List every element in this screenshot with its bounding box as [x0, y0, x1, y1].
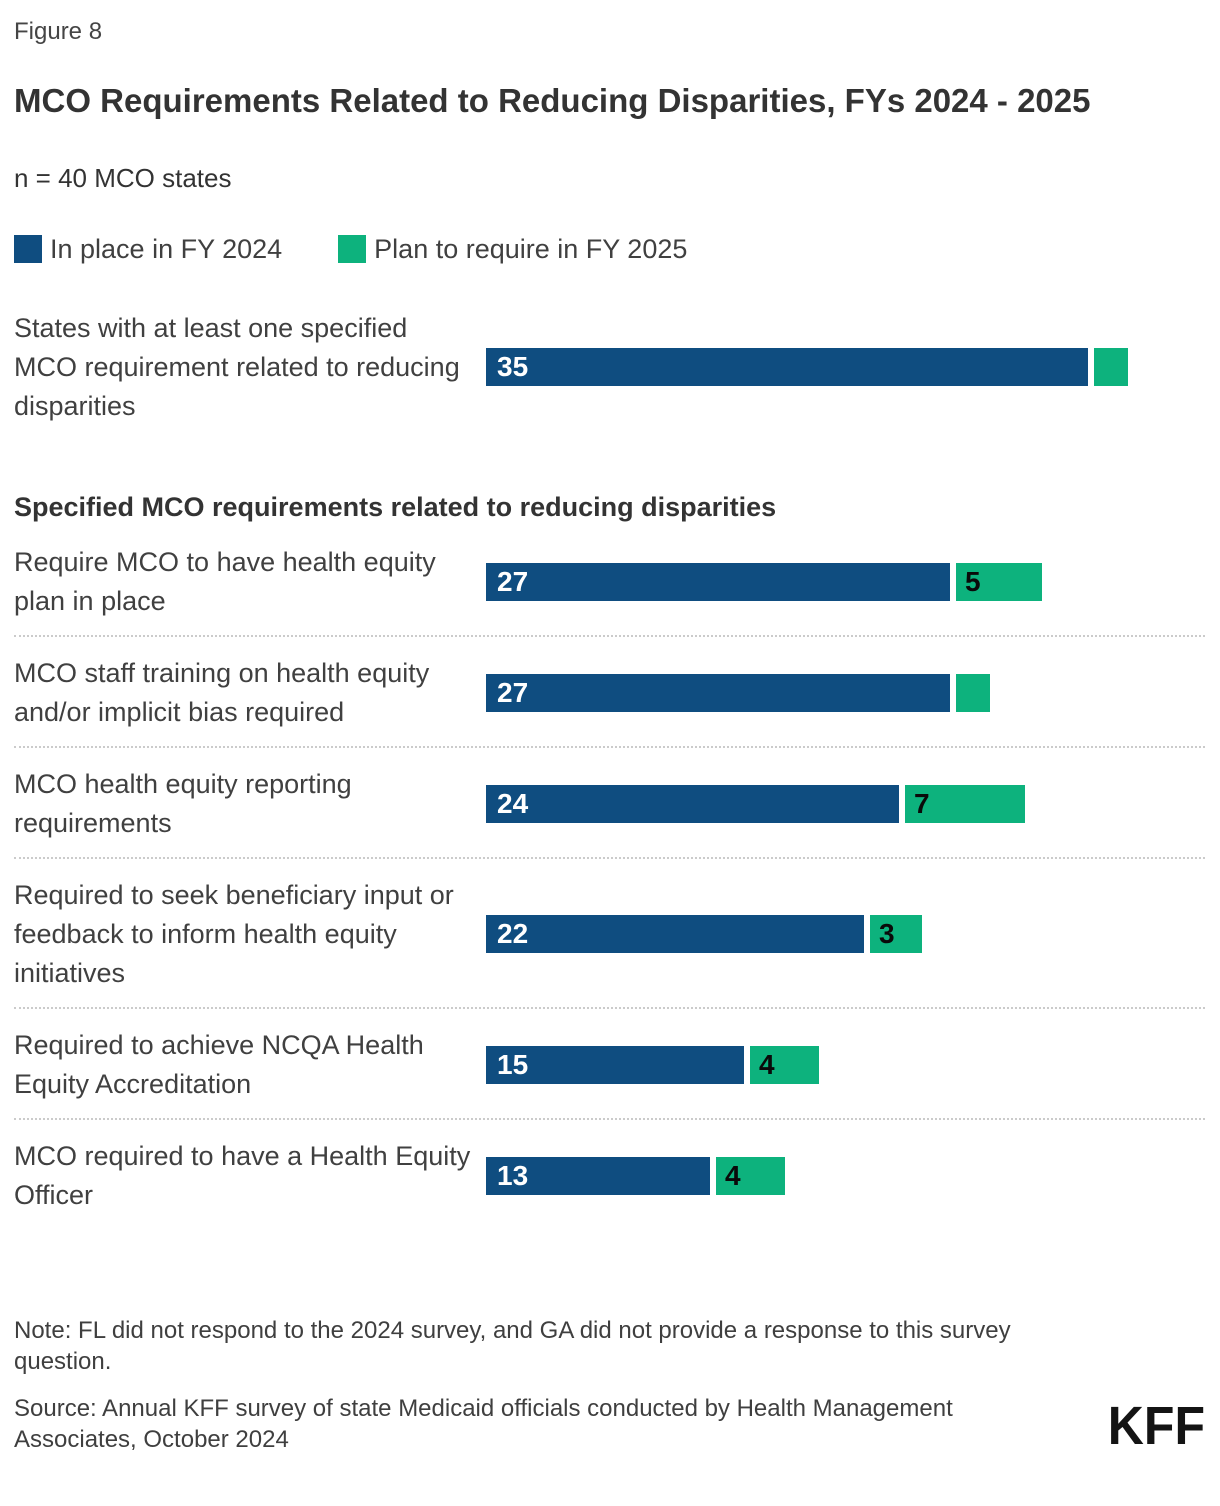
bar-value: 27 — [497, 565, 529, 597]
bar-fy2025: 5 — [956, 562, 1042, 601]
bar-fy2024: 27 — [486, 673, 950, 712]
legend-label-fy2024: In place in FY 2024 — [50, 233, 283, 264]
bar-area: 27 — [486, 673, 1205, 712]
bar-area: 27 5 — [486, 562, 1205, 601]
bar-fy2025 — [956, 673, 990, 712]
bar-area: 24 7 — [486, 784, 1205, 823]
bar-value: 24 — [497, 787, 529, 819]
bar-value: 15 — [497, 1048, 529, 1080]
chart-row: Required to seek beneficiary input or fe… — [14, 856, 1205, 1007]
bar-fy2024: 22 — [486, 915, 864, 954]
bar-fy2024: 35 — [486, 348, 1088, 387]
bar-fy2024: 15 — [486, 1045, 744, 1084]
bar-fy2024: 27 — [486, 562, 950, 601]
chart-row: MCO health equity reporting requirements… — [14, 745, 1205, 857]
chart-row: Require MCO to have health equity plan i… — [14, 526, 1205, 635]
footer: Note: FL did not respond to the 2024 sur… — [14, 1315, 1205, 1455]
bar-fy2024: 24 — [486, 784, 899, 823]
bar-value: 4 — [759, 1048, 775, 1080]
bar-fy2025: 4 — [750, 1045, 819, 1084]
bar-value: 7 — [914, 787, 930, 819]
bar-area: 13 4 — [486, 1156, 1205, 1195]
legend-swatch-fy2025 — [338, 235, 367, 264]
row-label: Required to achieve NCQA Health Equity A… — [14, 1029, 424, 1099]
chart-row: MCO staff training on health equity and/… — [14, 634, 1205, 746]
bar-value: 22 — [497, 918, 529, 950]
footer-text: Note: FL did not respond to the 2024 sur… — [14, 1315, 1108, 1455]
bar-value: 13 — [497, 1159, 529, 1191]
bar-value: 4 — [725, 1159, 741, 1191]
bar-fy2025 — [1094, 348, 1128, 387]
row-label: MCO staff training on health equity and/… — [14, 657, 430, 727]
legend: In place in FY 2024 Plan to require in F… — [14, 234, 1205, 265]
specified-rows-list: Require MCO to have health equity plan i… — [14, 526, 1205, 1229]
bar-area: 15 4 — [486, 1045, 1205, 1084]
row-label: Require MCO to have health equity plan i… — [14, 546, 436, 616]
bar-value: 5 — [965, 565, 981, 597]
note-text: Note: FL did not respond to the 2024 sur… — [14, 1316, 1011, 1375]
bar-area: 35 — [486, 348, 1205, 387]
source-text: Source: Annual KFF survey of state Medic… — [14, 1394, 953, 1453]
bar-fy2025: 7 — [905, 784, 1025, 823]
legend-item-fy2024: In place in FY 2024 — [14, 234, 282, 265]
section-header: Specified MCO requirements related to re… — [14, 491, 777, 522]
bar-fy2025: 3 — [870, 915, 922, 954]
row-label: States with at least one specified MCO r… — [14, 312, 460, 421]
bar-value: 35 — [497, 351, 529, 383]
figure-container: Figure 8 MCO Requirements Related to Red… — [14, 18, 1205, 1455]
bar-fy2025: 4 — [716, 1156, 785, 1195]
sample-size-label: n = 40 MCO states — [14, 162, 232, 193]
kff-logo: KFF — [1107, 1395, 1205, 1456]
chart-row: MCO required to have a Health Equity Off… — [14, 1117, 1205, 1229]
chart-row: States with at least one specified MCO r… — [14, 309, 1205, 426]
chart-row: Required to achieve NCQA Health Equity A… — [14, 1006, 1205, 1118]
legend-label-fy2025: Plan to require in FY 2025 — [374, 233, 688, 264]
figure-label: Figure 8 — [14, 18, 103, 45]
row-label: MCO health equity reporting requirements — [14, 768, 352, 838]
bar-value: 27 — [497, 676, 529, 708]
bar-area: 22 3 — [486, 915, 1205, 954]
bar-fy2024: 13 — [486, 1156, 710, 1195]
overall-row-container: States with at least one specified MCO r… — [14, 309, 1205, 426]
legend-item-fy2025: Plan to require in FY 2025 — [338, 234, 687, 265]
row-label: Required to seek beneficiary input or fe… — [14, 879, 454, 988]
bar-value: 3 — [879, 918, 895, 950]
row-label: MCO required to have a Health Equity Off… — [14, 1140, 471, 1210]
chart-title: MCO Requirements Related to Reducing Dis… — [14, 82, 1091, 119]
legend-swatch-fy2024 — [14, 235, 42, 264]
